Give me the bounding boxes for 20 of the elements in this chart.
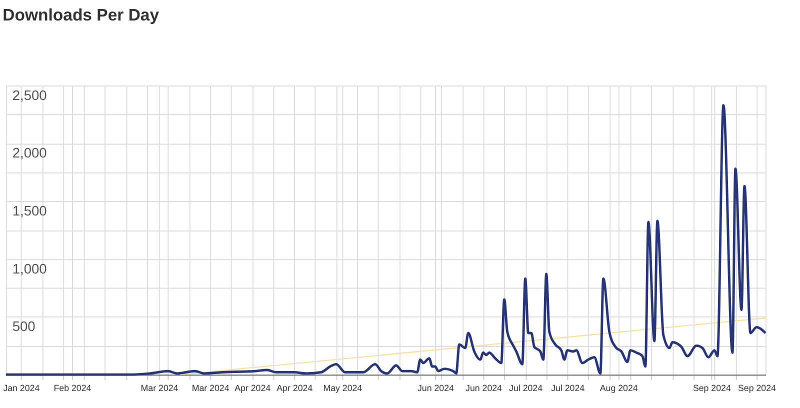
x-tick-label: Apr 2024 [234, 382, 271, 393]
x-tick-label: Aug 2024 [600, 382, 638, 393]
y-tick-label: 1,000 [12, 260, 48, 276]
x-tick-label: Mar 2024 [140, 382, 178, 393]
x-tick-label: Jul 2024 [509, 382, 543, 393]
x-tick-label: Sep 2024 [738, 382, 776, 393]
x-tick-label: May 2024 [323, 382, 362, 393]
x-tick-label: Sep 2024 [692, 382, 731, 393]
chart-title: Downloads Per Day [2, 5, 160, 24]
x-tick-label: Feb 2024 [54, 382, 92, 393]
y-tick-label: 500 [12, 318, 36, 334]
x-tick-label: Jun 2024 [417, 382, 454, 393]
x-tick-label: Jun 2024 [466, 382, 502, 393]
x-tick-label: Jul 2024 [551, 382, 585, 393]
y-tick-label: 1,500 [12, 202, 48, 218]
x-tick-label: Apr 2024 [276, 382, 313, 393]
x-tick-label: Mar 2024 [192, 382, 230, 393]
y-tick-label: 2,500 [12, 86, 48, 103]
x-tick-label: Jan 2024 [3, 382, 40, 393]
y-tick-label: 2,000 [12, 144, 48, 161]
